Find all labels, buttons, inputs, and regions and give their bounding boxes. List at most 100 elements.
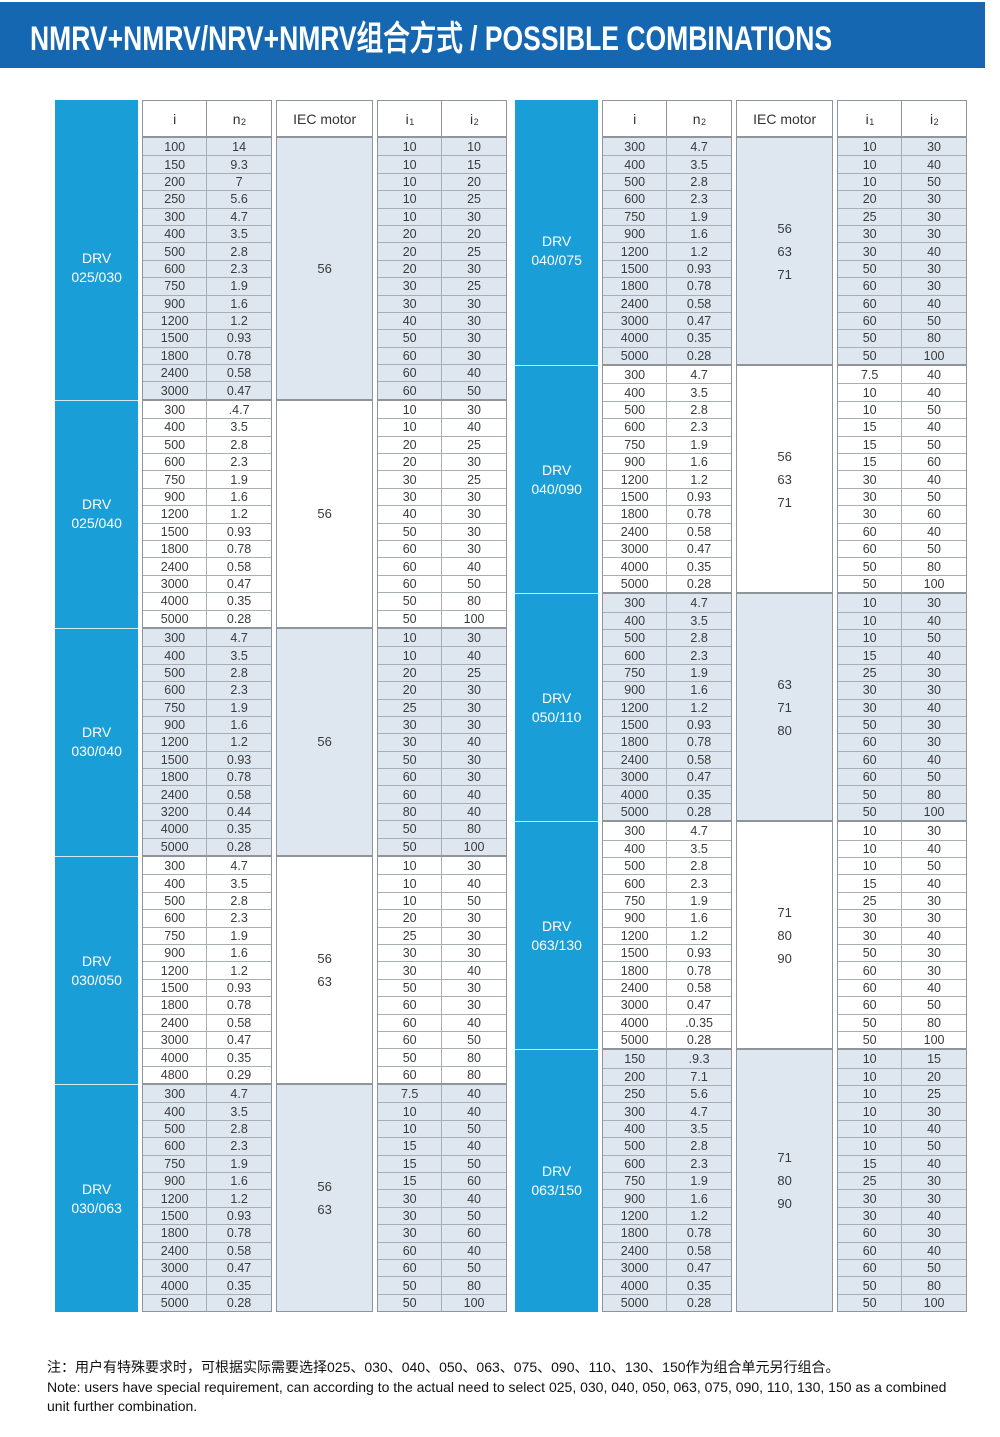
- n2-cell: 2.3: [667, 190, 732, 207]
- iec-value: 71: [777, 266, 792, 282]
- stage-ratio-columns: 10 30 10 40 10 50 20 30 25 30 30 30 30 40 50 30 60 30 60 40…: [377, 856, 508, 1085]
- i-cell: 5000: [603, 574, 668, 593]
- i-cell: 1500: [143, 978, 208, 997]
- i2-cell: 30: [442, 453, 507, 470]
- i1-cell: 80: [378, 802, 443, 821]
- n2-cell: 1.2: [667, 698, 732, 716]
- i-cell: 150: [603, 1050, 668, 1068]
- i-cell: 500: [143, 891, 208, 910]
- group-size: 030/040: [71, 743, 122, 760]
- i1-cell: 10: [378, 400, 443, 419]
- iec-value: 56: [317, 951, 332, 967]
- i1-cell: 60: [838, 311, 903, 330]
- i1-cell: 10: [838, 594, 903, 612]
- i-cell: 1800: [603, 277, 668, 295]
- i2-cell: 25: [442, 663, 507, 681]
- i-cell: 2400: [143, 1241, 208, 1259]
- i2-cell: 50: [902, 1137, 967, 1154]
- n2-cell: 0.47: [667, 1259, 732, 1276]
- n2-cell: 0.93: [667, 715, 732, 733]
- i1-cell: 50: [838, 557, 903, 575]
- group-size: 063/150: [531, 1182, 582, 1199]
- i2-cell: 30: [902, 1189, 967, 1206]
- i-cell: 3000: [603, 996, 668, 1014]
- i2-cell: 50: [902, 400, 967, 418]
- i1-cell: 50: [378, 609, 443, 627]
- i-cell: 900: [143, 715, 208, 734]
- i-cell: 500: [603, 1137, 668, 1155]
- i-cell: 1800: [603, 505, 668, 523]
- i1-cell: 60: [838, 539, 903, 558]
- col-header-i: i: [143, 101, 208, 136]
- i2-cell: 30: [442, 294, 507, 312]
- n2-cell: 2.3: [667, 1154, 732, 1172]
- i2-cell: 30: [442, 715, 507, 733]
- i-cell: 600: [143, 453, 208, 471]
- i1-cell: 50: [378, 978, 443, 997]
- i1-cell: 60: [378, 381, 443, 399]
- i1-cell: 50: [378, 1048, 443, 1066]
- i2-cell: 30: [902, 277, 967, 294]
- i-cell: 5000: [603, 802, 668, 821]
- n2-cell: 0.47: [667, 539, 732, 557]
- iec-value: 90: [777, 950, 792, 966]
- i1-cell: 60: [838, 522, 903, 540]
- n2-cell: 14: [232, 139, 247, 154]
- n2-cell: 0.58: [667, 750, 732, 768]
- stage-ratio-columns: 10 30 10 40 10 50 15 40 25 30 30 30 30 40 50 30 60 30 60 40…: [837, 593, 968, 822]
- i1-cell: 20: [378, 681, 443, 699]
- i1-cell: 30: [838, 1189, 903, 1207]
- i1-cell: 20: [838, 190, 903, 208]
- i2-cell: 30: [442, 996, 507, 1013]
- i-cell: 400: [143, 1102, 208, 1120]
- i-cell: 4000: [143, 592, 208, 610]
- n2-cell: 1.2: [667, 242, 732, 259]
- i2-cell: 30: [902, 891, 967, 909]
- n2-cell: 3.5: [667, 839, 732, 857]
- n2-cell: 1.6: [667, 909, 732, 926]
- i2-cell: 30: [467, 630, 481, 645]
- i1-cell: 10: [378, 172, 443, 191]
- i2-cell: 40: [902, 750, 967, 768]
- ratio-speed-columns: 300 4.7 400 3.5 500 2.8 600 2.3 750 1.9 900 1.6 1200…: [602, 137, 733, 366]
- i1-cell: 10: [378, 418, 443, 436]
- n2-cell: 0.78: [207, 1224, 272, 1241]
- i-cell: 1500: [603, 259, 668, 278]
- n2-cell: 1.6: [207, 294, 272, 312]
- i1-cell: 60: [378, 539, 443, 558]
- n2-cell: 0.93: [667, 943, 732, 961]
- i2-cell: 30: [902, 663, 967, 681]
- i2-cell: 40: [902, 1241, 967, 1259]
- iec-value: 71: [777, 699, 792, 715]
- i2-cell: 60: [442, 1172, 507, 1189]
- i1-cell: 50: [838, 802, 903, 821]
- group-label-cell: DRV 050/110: [515, 593, 599, 822]
- i1-cell: 10: [838, 138, 903, 156]
- n2-cell: 1.6: [207, 487, 272, 505]
- n2-cell: 7.1: [667, 1067, 732, 1085]
- i1-cell: 50: [838, 259, 903, 278]
- iec-value: 56: [777, 220, 792, 236]
- i1-cell: 10: [378, 190, 443, 208]
- n2-cell: 0.58: [667, 1241, 732, 1259]
- table-body-left: DRV 025/030 100 14 150 9.3 200 7 250 5.6 300 4.7 400…: [55, 137, 508, 1313]
- i1-cell: 10: [378, 646, 443, 664]
- i1-cell: 15: [838, 646, 903, 664]
- i1-cell: 30: [838, 224, 903, 243]
- i2-cell: 30: [442, 978, 507, 996]
- n2-cell: 1.9: [207, 277, 272, 294]
- iec-motor-cell: 56 63: [276, 856, 374, 1085]
- i2-cell: 30: [902, 1172, 967, 1189]
- i1-cell: 60: [378, 574, 443, 593]
- i1-cell: 30: [378, 470, 443, 488]
- i2-cell: 40: [442, 961, 507, 978]
- i1-cell: 10: [838, 383, 903, 401]
- ratio-speed-columns: 300 4.7 400 3.5 500 2.8 600 2.3 750 1.9 900 1.6 1200…: [142, 856, 273, 1085]
- table-section: DRV 025/040 300.4.7 400 3.5 500 2.8 600 2.3 750 1.…: [55, 399, 508, 628]
- n2-cell: 1.6: [667, 681, 732, 698]
- i-cell: 3000: [143, 381, 208, 399]
- n2-cell: 0.28: [207, 609, 272, 627]
- i-cell: 1800: [143, 346, 208, 365]
